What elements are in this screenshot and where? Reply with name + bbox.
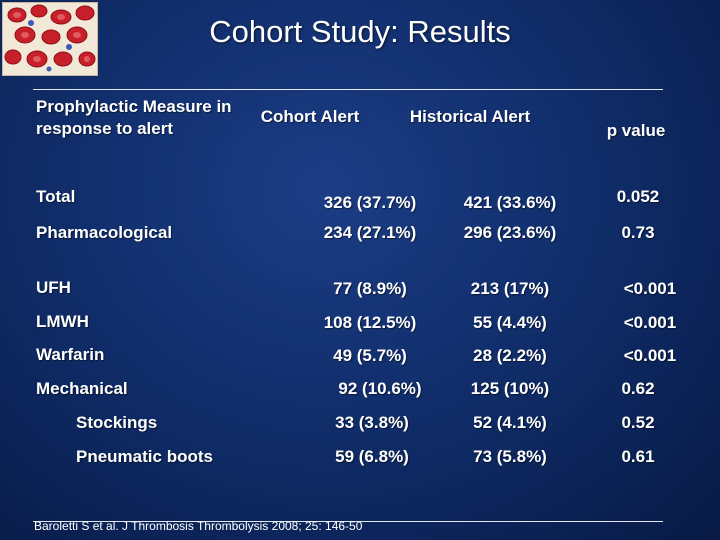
table-row-measure: Stockings xyxy=(76,413,158,432)
table-row-cohort: 234 (27.1%) xyxy=(323,223,417,242)
table-row-measure: Pneumatic boots xyxy=(76,447,213,466)
table-row-historical: 52 (4.1%) xyxy=(473,413,547,432)
table-row-measure: UFH xyxy=(36,278,71,297)
red-blood-cells-image xyxy=(2,2,98,76)
table-top-rule xyxy=(33,89,663,90)
table-row-pvalue: <0.001 xyxy=(623,346,677,365)
table-row-cohort: 49 (5.7%) xyxy=(333,346,407,365)
table-row-measure: Total xyxy=(36,187,76,206)
table-row-historical: 213 (17%) xyxy=(470,279,550,298)
table-row-historical: 73 (5.8%) xyxy=(473,447,547,466)
header-cohort: Cohort Alert xyxy=(260,107,360,126)
table-bottom-rule xyxy=(33,521,663,522)
table-row-cohort: 77 (8.9%) xyxy=(333,279,407,298)
header-historical: Historical Alert xyxy=(409,107,531,126)
table-row-cohort: 326 (37.7%) xyxy=(323,193,417,212)
table-row-historical: 296 (23.6%) xyxy=(463,223,557,242)
table-row-pvalue: 0.52 xyxy=(621,413,655,432)
header-pvalue: p value xyxy=(606,121,666,140)
table-row-cohort: 108 (12.5%) xyxy=(323,313,417,332)
table-row-measure: LMWH xyxy=(36,312,89,331)
table-row-historical: 125 (10%) xyxy=(470,379,550,398)
table-row-pvalue: <0.001 xyxy=(623,313,677,332)
table-row-pvalue: 0.62 xyxy=(621,379,655,398)
table-row-cohort: 33 (3.8%) xyxy=(335,413,409,432)
table-row-pvalue: 0.61 xyxy=(621,447,655,466)
table-row-historical: 28 (2.2%) xyxy=(473,346,547,365)
table-row-measure: Warfarin xyxy=(36,345,105,364)
table-row-pvalue: <0.001 xyxy=(623,279,677,298)
header-measure: Prophylactic Measure in response to aler… xyxy=(36,97,232,138)
table-row-historical: 55 (4.4%) xyxy=(473,313,547,332)
table-row-historical: 421 (33.6%) xyxy=(463,193,557,212)
table-row-pvalue: 0.052 xyxy=(616,187,660,206)
table-row-cohort: 59 (6.8%) xyxy=(335,447,409,466)
table-row-cohort: 92 (10.6%) xyxy=(338,379,422,398)
slide-title: Cohort Study: Results xyxy=(209,14,511,49)
table-row-measure: Mechanical xyxy=(36,379,128,398)
table-row-measure: Pharmacological xyxy=(36,223,173,242)
citation: Baroletti S et al. J Thrombosis Thrombol… xyxy=(34,519,363,533)
table-row-pvalue: 0.73 xyxy=(621,223,655,242)
